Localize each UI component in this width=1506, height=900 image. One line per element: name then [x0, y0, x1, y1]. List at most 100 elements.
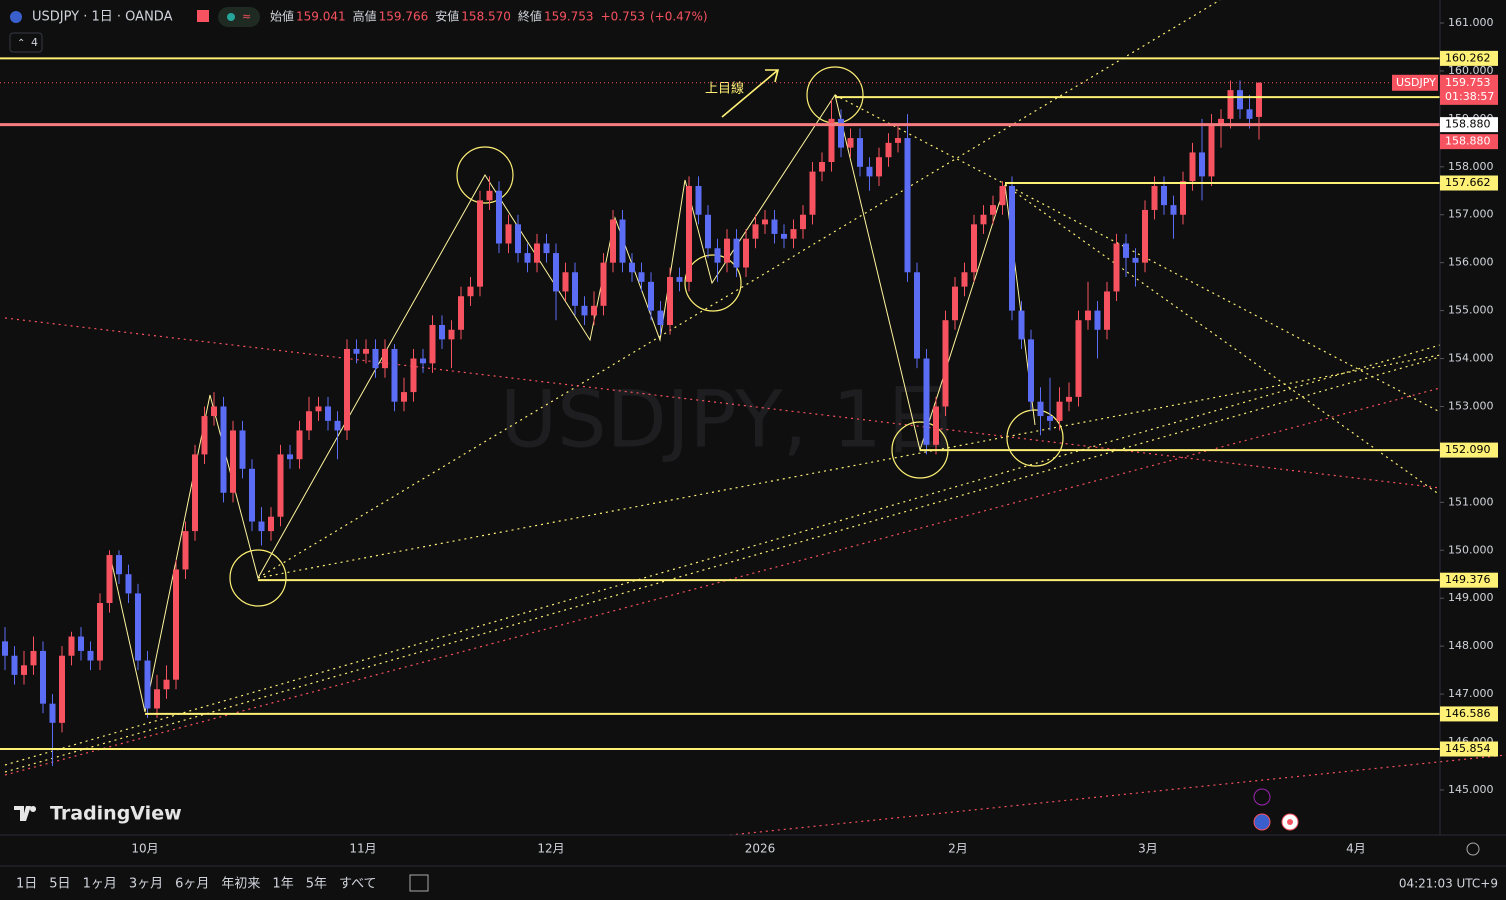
x-tick-label: 4月	[1346, 842, 1366, 856]
candle-body	[154, 689, 160, 709]
level-label: 146.586	[1445, 707, 1491, 720]
candle-body	[781, 233, 787, 239]
y-tick-label: 153.000	[1448, 399, 1494, 412]
candle-body	[1161, 185, 1167, 206]
candle-body	[268, 516, 274, 532]
circle	[456, 146, 514, 204]
candle-body	[496, 190, 502, 244]
candle-body	[192, 454, 198, 532]
candle-body	[1142, 209, 1148, 263]
candle-body	[106, 555, 113, 604]
indicator-toggle[interactable]	[9, 32, 43, 53]
symbol-label: USDJPY	[1396, 76, 1436, 89]
range-button[interactable]: 3ヶ月	[129, 877, 163, 892]
candle-body	[534, 243, 540, 263]
settings-icon[interactable]	[1466, 842, 1480, 856]
candle-body	[961, 272, 968, 287]
flag-icon	[10, 11, 22, 23]
range-button[interactable]: 1日	[16, 877, 37, 892]
candle-body	[401, 392, 407, 402]
candle-body	[277, 454, 284, 517]
y-axis: 145.000146.000147.000148.000149.000150.0…	[1392, 16, 1498, 796]
candle-body	[1094, 310, 1101, 330]
candle-body	[49, 703, 56, 723]
candle-body	[1075, 320, 1082, 397]
x-tick-label: 2026	[745, 842, 776, 856]
candle-body	[733, 238, 740, 268]
candle-body	[344, 348, 350, 431]
ohlc-value: 158.570	[461, 10, 511, 24]
range-button[interactable]: 1ヶ月	[83, 877, 117, 892]
candle-body	[876, 157, 882, 177]
ohlc-change: (+0.47%)	[650, 10, 708, 24]
range-button[interactable]: 5年	[306, 877, 327, 892]
y-tick-label: 155.000	[1448, 304, 1494, 317]
candle-body	[800, 214, 806, 230]
candle-body	[220, 406, 227, 493]
candle-body	[11, 655, 18, 675]
candle-body	[315, 406, 322, 412]
level-label: 158.880	[1445, 118, 1491, 131]
candle-body	[230, 430, 236, 493]
arrow	[721, 69, 780, 118]
candle-body	[68, 636, 75, 656]
zigzag	[109, 93, 1036, 713]
candle-body	[1104, 291, 1110, 330]
candle-body	[1237, 90, 1243, 110]
candle-body	[1151, 185, 1158, 210]
candle-body	[144, 660, 151, 709]
drawings	[4, 0, 1506, 836]
ohlc-label: 始値	[270, 9, 294, 24]
circle	[1006, 409, 1064, 467]
candle-body	[97, 603, 103, 661]
candle-body	[942, 320, 949, 407]
level-label-bg	[1440, 741, 1498, 757]
candle-body	[1132, 257, 1139, 263]
candle-body	[30, 650, 37, 666]
candle-body	[1056, 401, 1063, 421]
alert-label: 158.880	[1445, 135, 1491, 148]
event-icon	[1253, 813, 1271, 831]
clock: 04:21:03 UTC+9	[1399, 877, 1498, 891]
candle-body	[448, 329, 455, 340]
candle-body	[40, 650, 46, 704]
y-tick-label: 145.000	[1448, 783, 1494, 796]
candle-body	[515, 224, 521, 254]
candle-body	[486, 190, 493, 201]
y-tick-label: 157.000	[1448, 208, 1494, 221]
trendline	[257, 354, 1441, 579]
candle-body	[505, 224, 512, 244]
range-button[interactable]: すべて	[339, 877, 377, 892]
candle-body	[353, 348, 360, 354]
candle-body	[619, 219, 626, 263]
y-tick-label: 158.000	[1448, 160, 1494, 173]
x-tick-label: 12月	[537, 842, 564, 856]
trendline	[4, 317, 1441, 489]
range-button[interactable]: 1年	[272, 877, 293, 892]
icon: ≈	[242, 10, 251, 23]
event-icon	[1287, 819, 1293, 825]
x-tick-label: 2月	[948, 842, 968, 856]
ohlc-value: 159.753	[544, 10, 594, 24]
candle-body	[1009, 185, 1015, 311]
candle-body	[933, 406, 939, 445]
x-tick-label: 10月	[131, 842, 158, 856]
level-label-bg	[1440, 117, 1498, 133]
x-axis: 10月 11月 12月 2026 2月 3月 4月	[131, 842, 1365, 856]
range-button[interactable]: 年初来	[221, 877, 260, 892]
chevron: ⌃	[17, 38, 25, 49]
level-label-bg	[1440, 442, 1498, 458]
level-label-bg	[1440, 572, 1498, 588]
x-tick-label: 11月	[349, 842, 376, 856]
candle-body	[809, 171, 816, 215]
range-button[interactable]: 5日	[49, 877, 70, 892]
range-button[interactable]: 6ヶ月	[175, 877, 209, 892]
ohlc-label: 終値	[518, 9, 542, 24]
candle-body	[543, 243, 550, 254]
candle-body	[657, 310, 664, 325]
price-label: 159.753	[1445, 76, 1491, 89]
candle-body	[372, 348, 379, 369]
date-range-icon[interactable]	[409, 874, 429, 892]
